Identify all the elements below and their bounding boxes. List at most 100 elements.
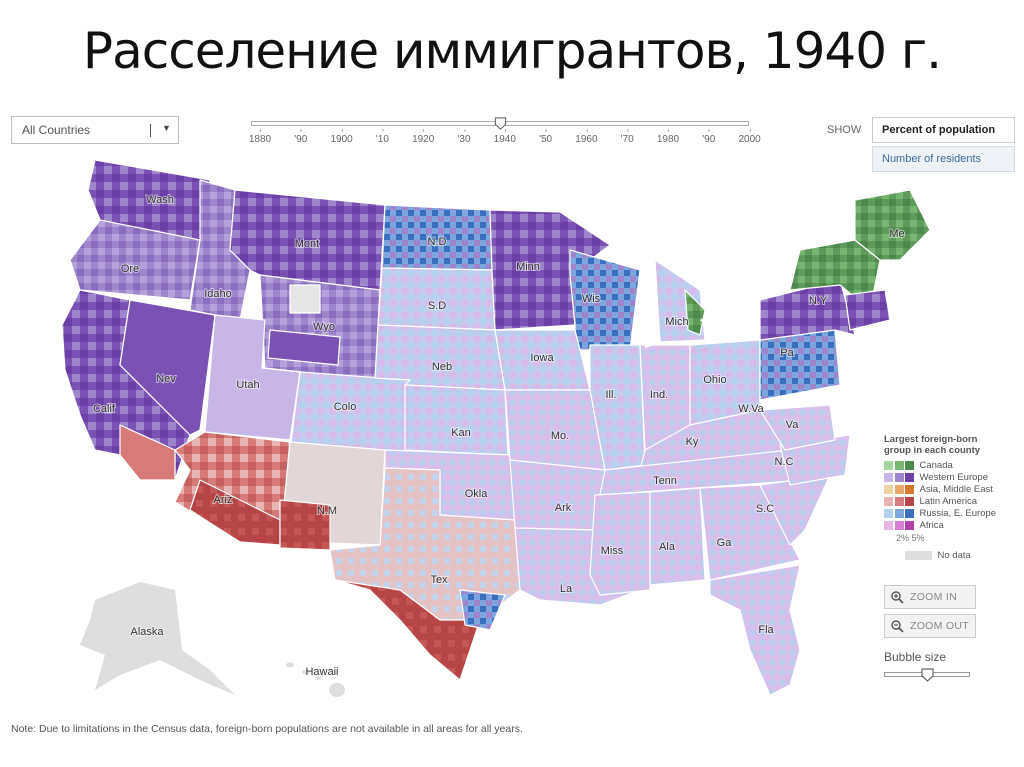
state-label: Nev (156, 373, 176, 385)
state-label: Ga (717, 537, 733, 549)
zoom-out-icon (891, 619, 904, 633)
timeline-tick[interactable]: 1880 (248, 129, 272, 145)
contiguous-us (61, 159, 931, 696)
legend-swatch (894, 473, 904, 483)
state-label: Alaska (130, 626, 164, 638)
great-lakes (618, 245, 760, 348)
state-label: S.C (756, 503, 774, 515)
state-label: Fla (758, 624, 774, 636)
state-label: N.Y (809, 295, 828, 307)
state-label: Minn (516, 261, 540, 273)
state-label: Ariz (214, 494, 233, 506)
state-label: W.Va (738, 403, 764, 415)
state-label: Mich (665, 316, 688, 328)
legend-swatch (884, 497, 893, 507)
timeline-tick[interactable]: '90 (702, 129, 716, 145)
number-of-residents-button[interactable]: Number of residents (872, 146, 1015, 172)
timeline-tick[interactable]: 1940 (493, 129, 516, 145)
legend-swatch (894, 521, 904, 531)
state-label: Wyo (313, 321, 335, 333)
legend-swatch (905, 461, 914, 471)
percent-of-population-button[interactable]: Percent of population (872, 117, 1015, 143)
state-label: Idaho (204, 288, 232, 300)
state-label: Neb (432, 361, 452, 373)
legend-swatch (884, 509, 893, 519)
legend-label: Latin America (919, 496, 978, 508)
zoom-out-button[interactable]: ZOOM OUT (884, 614, 976, 638)
zoom-in-button[interactable]: ZOOM IN (884, 585, 976, 609)
no-data-label: No data (937, 549, 971, 561)
legend-row: Western Europe (884, 472, 1024, 484)
state-label: Tenn (653, 475, 677, 487)
state-label: S.D (428, 300, 446, 312)
legend-label: Russia, E. Europe (919, 508, 997, 520)
state-label: Ky (686, 436, 699, 448)
no-data-swatch (905, 550, 932, 560)
state-label: Calif (93, 403, 116, 415)
legend-swatch (884, 461, 893, 471)
legend-swatch (905, 509, 914, 519)
timeline-tick[interactable]: '90 (294, 129, 308, 145)
timeline-tick[interactable]: '50 (539, 129, 553, 145)
state-label: Va (786, 419, 800, 431)
year-timeline-slider[interactable]: 1880 '90 1900 '10 1920 '30 1940 '50 1960 '70 1980 '… (240, 117, 761, 152)
legend-no-data: No data (884, 550, 1024, 561)
state-label: Kan (451, 427, 471, 439)
timeline-tick[interactable]: 1900 (330, 129, 353, 145)
us-county-map[interactable]: Wash Ore Calif Idaho Nev Mont Wyo Utah Colo Ariz N… (0, 150, 1024, 710)
state-label: Ind. (650, 389, 668, 401)
state-label: Me (889, 228, 904, 240)
bubble-size-slider[interactable] (884, 668, 970, 684)
show-label: SHOW (827, 124, 862, 136)
legend-swatch (884, 521, 893, 531)
state-label: Ala (659, 541, 676, 553)
state-label: Mo. (551, 430, 569, 442)
legend-heading-line2: group in each county (884, 445, 981, 456)
country-select-value: All Countries (22, 123, 91, 137)
legend-swatch (894, 509, 904, 519)
state-label: Colo (334, 401, 357, 413)
legend-swatch (905, 521, 914, 531)
legend-swatch (894, 497, 904, 507)
state-label: N.M (317, 505, 337, 517)
state-label: La (560, 583, 573, 595)
state-label: Okla (465, 488, 489, 500)
bubble-size-label: Bubble size (884, 650, 947, 664)
country-select[interactable]: All Countries ▼ (11, 116, 179, 144)
legend-swatch (894, 485, 904, 495)
state-label: Tex (430, 574, 448, 586)
timeline-tick[interactable]: 1960 (575, 129, 598, 145)
chevron-down-icon: ▼ (162, 123, 171, 133)
zoom-in-icon (891, 590, 904, 604)
timeline-tick[interactable]: 2000 (738, 129, 761, 145)
legend-swatch (905, 485, 914, 495)
legend-swatch (905, 497, 914, 507)
state-label: Wash (146, 194, 174, 206)
legend-row: Canada (884, 460, 1024, 472)
state-label: Mont (295, 238, 319, 250)
timeline-tick[interactable]: '70 (620, 129, 634, 145)
state-label: N.D (428, 236, 447, 248)
state-label: Ill. (606, 389, 617, 401)
legend-swatch (884, 485, 893, 495)
timeline-thumb[interactable] (494, 117, 507, 130)
slide-title: Расселение иммигрантов, 1940 г. (82, 22, 942, 80)
zoom-out-label: ZOOM OUT (910, 620, 969, 632)
timeline-tick[interactable]: '10 (375, 129, 389, 145)
state-label: Ark (555, 502, 572, 514)
bubble-size-thumb[interactable] (921, 668, 934, 682)
legend-label: Western Europe (919, 472, 988, 484)
zoom-in-label: ZOOM IN (910, 591, 958, 603)
timeline-tick[interactable]: 1980 (656, 129, 680, 145)
map-legend: Largest foreign-born group in each count… (884, 434, 1024, 561)
timeline-tick[interactable]: '30 (457, 129, 471, 145)
state-label: Ore (121, 263, 139, 275)
legend-row: Africa (884, 520, 1024, 532)
state-label: Iowa (530, 352, 554, 364)
select-divider (150, 124, 151, 137)
state-label: Pa (780, 347, 794, 359)
legend-row: Asia, Middle East (884, 484, 1024, 496)
timeline-tick[interactable]: 1920 (412, 129, 435, 145)
state-label: Ohio (703, 374, 726, 386)
legend-label: Asia, Middle East (919, 484, 993, 496)
